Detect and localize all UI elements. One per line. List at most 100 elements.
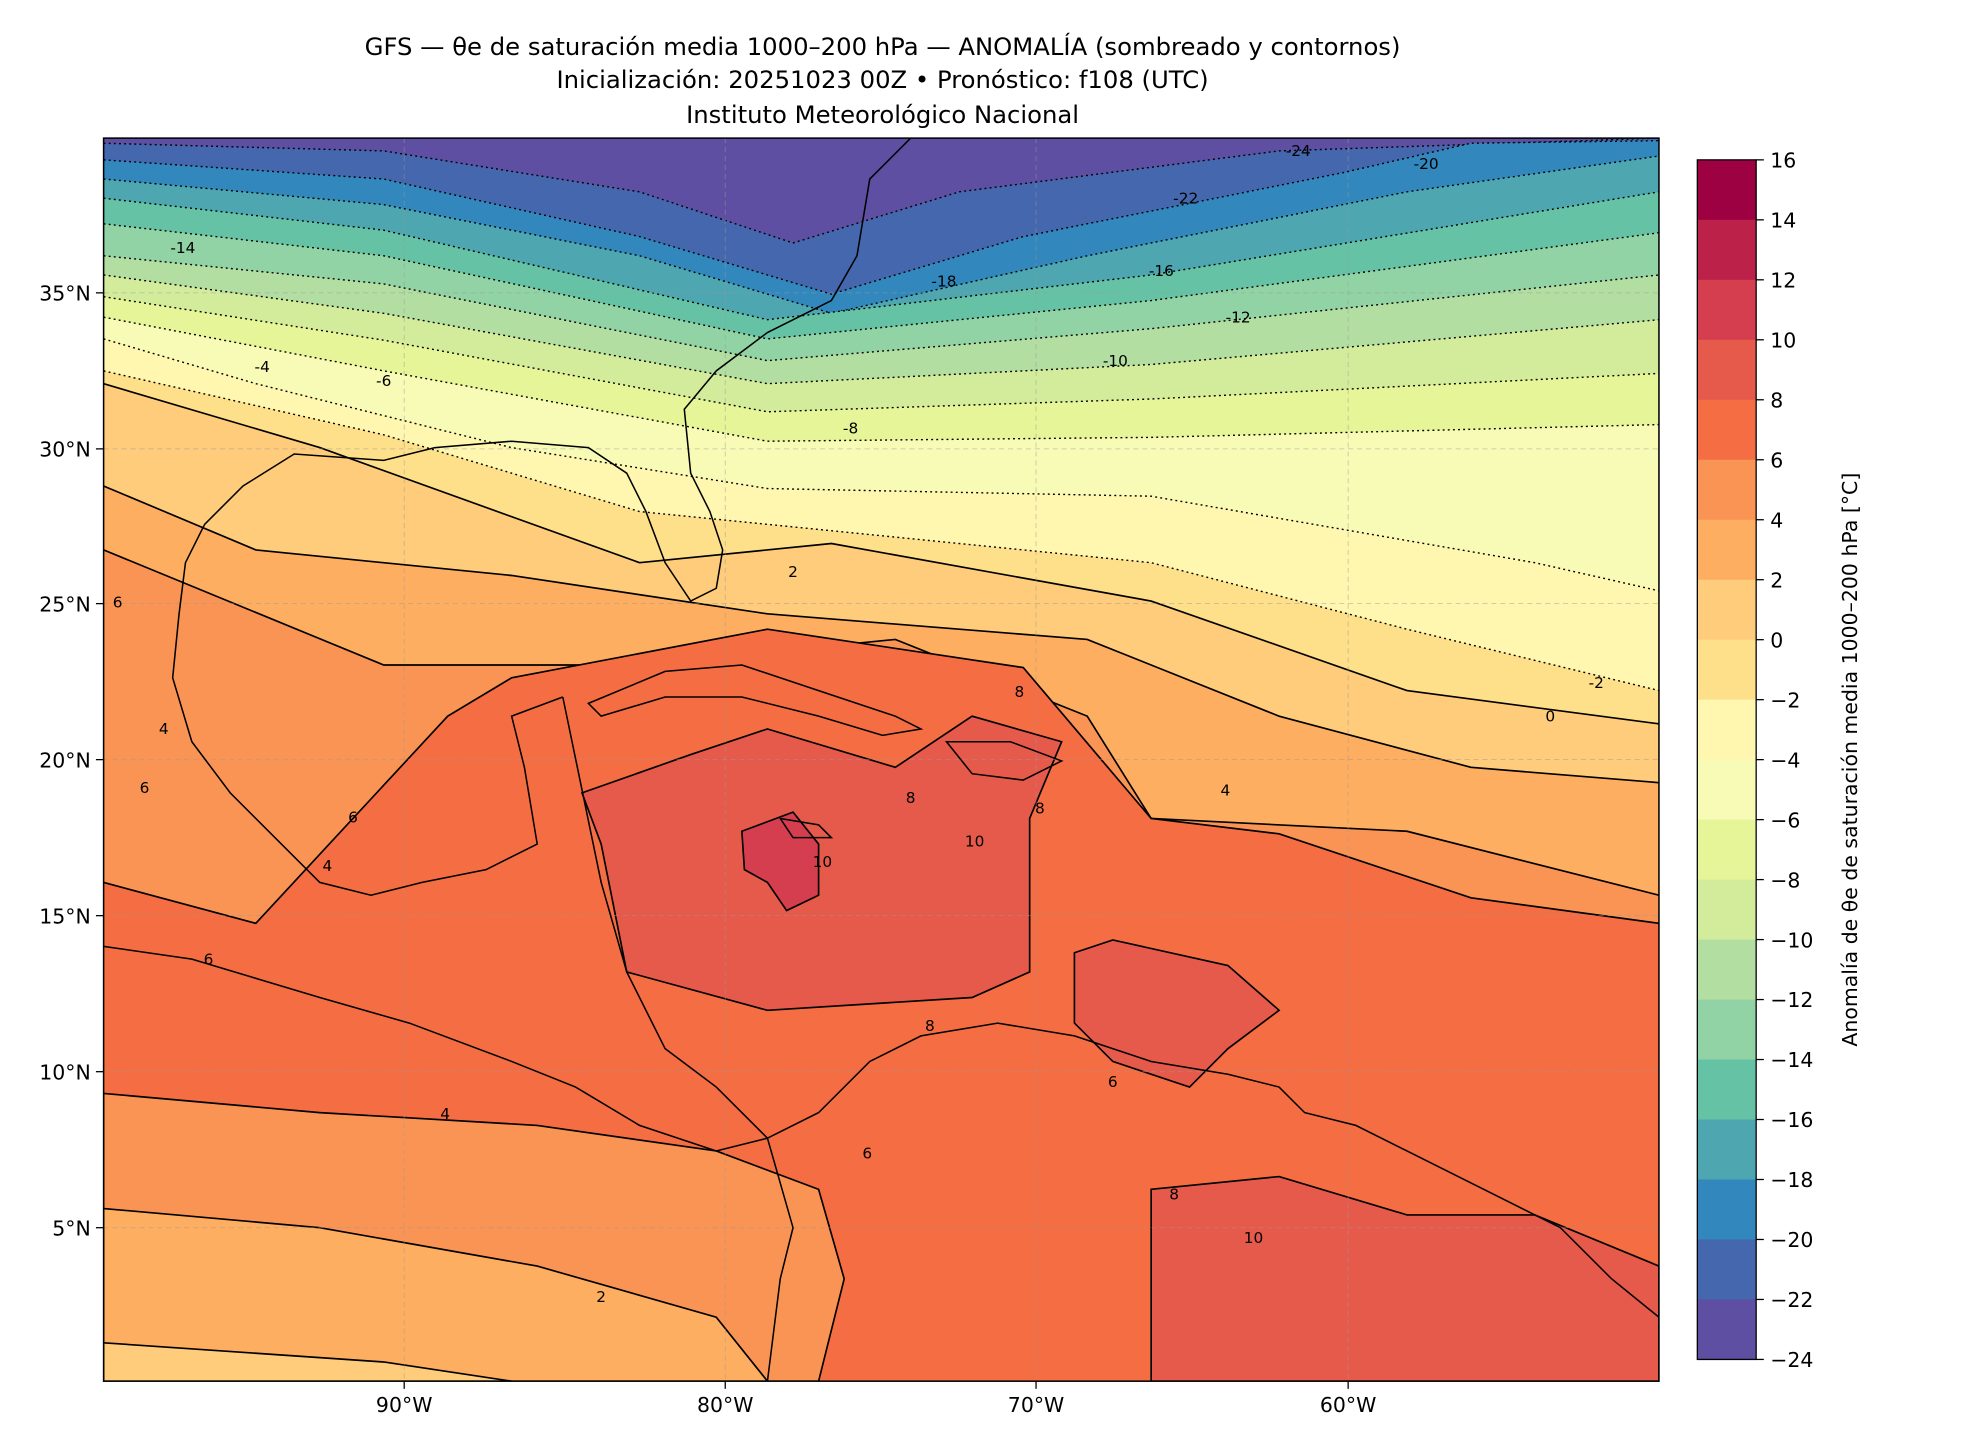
colorbar-bin [1697, 1239, 1757, 1301]
contour-line [103, 255, 1659, 362]
contour-label: -18 [931, 272, 956, 290]
colorbar-tick-label: 16 [1770, 149, 1796, 173]
contour-label: 6 [1108, 1073, 1118, 1091]
colorbar-tick-label: −18 [1770, 1168, 1813, 1192]
x-tick-label: 80°W [697, 1393, 753, 1417]
contour-band [103, 1341, 512, 1382]
colorbar-tick-label: −16 [1770, 1108, 1813, 1132]
contour-label: -16 [1149, 262, 1174, 280]
contour-label: 4 [440, 1105, 450, 1123]
contour-line [103, 191, 1659, 321]
colorbar-bin [1697, 399, 1757, 461]
colorbar-bin [1697, 519, 1757, 581]
colorbar-bin [1697, 159, 1757, 221]
colorbar-tick-label: 14 [1770, 209, 1796, 233]
contour-band [1073, 939, 1281, 1088]
contour-label: -4 [255, 358, 270, 376]
contour-label: -22 [1173, 189, 1198, 207]
colorbar-tick-label: −2 [1770, 688, 1800, 712]
contour-label: 8 [1015, 683, 1025, 701]
map-axes: -24-22-20-18-16-14-12-10-8-6-4-202244446… [103, 138, 1659, 1382]
contour-line [103, 316, 1659, 442]
colorbar: 16 14 12 10 8 6 4 2 0 −2 −4 −6 −8 −10 −12 −14 −16 −18 −20 −… [1696, 149, 1813, 1372]
contour-label: 8 [1169, 1186, 1179, 1204]
colorbar-bin [1697, 879, 1757, 941]
contour-line [103, 485, 1659, 784]
coastlines [103, 138, 1659, 1382]
contour-label: 6 [140, 779, 150, 797]
colorbar-bin [1697, 819, 1757, 881]
colorbar-tick-label: −8 [1770, 868, 1800, 892]
coastline [766, 1137, 794, 1382]
title-line-3: Instituto Meteorológico Nacional [686, 100, 1079, 129]
contour-label: 0 [1545, 707, 1555, 725]
contour-label: -8 [843, 420, 858, 438]
coastline [587, 664, 924, 737]
contour-label: 6 [113, 593, 123, 611]
colorbar-tick-label: −10 [1770, 928, 1813, 952]
colorbar-bin [1697, 339, 1757, 401]
contour-label: 10 [1244, 1229, 1264, 1247]
colorbar-bin [1697, 219, 1757, 281]
coastline [562, 696, 768, 1139]
filled-contours [103, 138, 1659, 1382]
y-tick-label: 20°N [39, 748, 91, 772]
colorbar-bin [1697, 639, 1757, 701]
contour-labels: -24-22-20-18-16-14-12-10-8-6-4-202244446… [113, 142, 1604, 1306]
x-tick-label: 90°W [376, 1393, 432, 1417]
colorbar-bin [1697, 1119, 1757, 1181]
colorbar-tick-label: −6 [1770, 808, 1800, 832]
x-tick-label: 60°W [1320, 1393, 1376, 1417]
x-tick-label: 70°W [1008, 1393, 1064, 1417]
y-tick-label: 35°N [39, 282, 91, 306]
colorbar-bin [1697, 999, 1757, 1061]
contour-label: 4 [159, 720, 169, 738]
colorbar-tick-label: 2 [1770, 568, 1783, 592]
y-tick-label: 30°N [39, 438, 91, 462]
contour-label: -10 [1103, 352, 1128, 370]
title-line-2: Inicialización: 20251023 00Z • Pronóstic… [556, 65, 1208, 94]
colorbar-tick-label: −20 [1770, 1228, 1813, 1252]
gridlines [103, 138, 1659, 1382]
contour-band [740, 811, 820, 912]
contour-label: 6 [862, 1145, 872, 1163]
colorbar-bin [1697, 1179, 1757, 1241]
colorbar-bin [1697, 759, 1757, 821]
contour-label: 2 [788, 563, 798, 581]
contour-label: 8 [906, 789, 916, 807]
colorbar-tick-label: −4 [1770, 748, 1800, 772]
contour-line [103, 338, 1659, 592]
contour-line [103, 138, 1659, 244]
coastline [944, 740, 1064, 781]
coastline [171, 138, 912, 896]
contour-label: 10 [813, 853, 833, 871]
coastline [103, 945, 1659, 1318]
colorbar-tick-label: 4 [1770, 508, 1783, 532]
contour-line [103, 382, 1659, 725]
colorbar-tick-label: −12 [1770, 988, 1813, 1012]
contour-line [103, 628, 1659, 925]
colorbar-bin [1697, 1299, 1757, 1361]
colorbar-tick-label: 12 [1770, 268, 1796, 292]
coastline [778, 817, 834, 839]
contour-label: 4 [323, 857, 333, 875]
colorbar-bin [1697, 699, 1757, 761]
contour-label: 10 [965, 833, 985, 851]
contour-label: 8 [925, 1017, 935, 1035]
y-tick-label: 5°N [52, 1216, 91, 1240]
y-tick-label: 15°N [39, 904, 91, 928]
contour-label: -12 [1226, 308, 1251, 326]
contour-label: 2 [596, 1288, 606, 1306]
contour-label: -2 [1589, 674, 1604, 692]
colorbar-label: Anomalía de θe de saturación media 1000–… [1838, 473, 1862, 1047]
y-tick-label: 25°N [39, 592, 91, 616]
colorbar-bin [1697, 1059, 1757, 1121]
colorbar-bin [1697, 279, 1757, 341]
title-line-1: GFS — θe de saturación media 1000–200 hP… [365, 32, 1401, 61]
colorbar-bin [1697, 939, 1757, 1001]
contour-label: 4 [1220, 781, 1230, 799]
y-axis-ticks: 35°N 30°N 25°N 20°N 15°N 10°N 5°N [39, 282, 104, 1240]
contour-label: -6 [376, 372, 391, 390]
colorbar-tick-label: 8 [1770, 388, 1783, 412]
